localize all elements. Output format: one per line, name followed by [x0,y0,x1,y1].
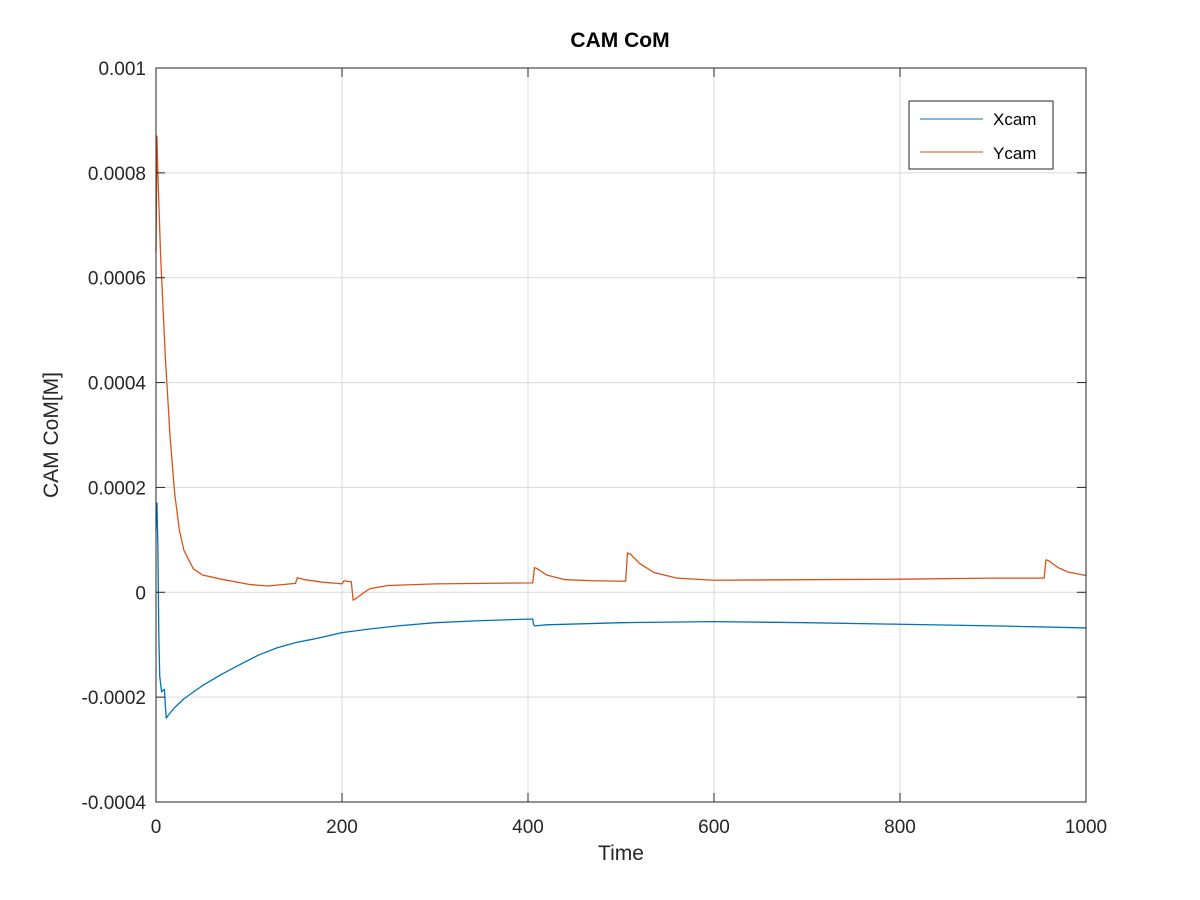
y-tick-label: 0.0002 [88,478,146,499]
ticks [155,67,1087,803]
plot-area: 0 200 400 600 800 1000 -0.0004 -0.0002 0 0.0002 0.… [82,59,1108,838]
axes-box [155,67,1087,803]
y-tick-label: 0.0006 [88,269,146,290]
legend-box [908,100,1054,170]
legend-label-ycam: Ycam [993,144,1036,163]
y-tick-label: 0.0008 [88,164,146,185]
y-tick-label: 0.0004 [88,374,147,395]
series-line-xcam [155,502,1087,719]
x-tick-label: 800 [884,817,916,838]
x-tick-label: 200 [326,817,358,838]
tick-labels: 0 200 400 600 800 1000 -0.0004 -0.0002 0 0.0002 0.… [82,59,1108,838]
chart-title: CAM CoM [570,29,669,52]
x-tick-label: 600 [698,817,730,838]
y-tick-label: 0.001 [98,59,146,80]
y-tick-label: -0.0002 [82,688,146,709]
legend-label-xcam: Xcam [993,110,1036,129]
axes-background [156,68,1086,802]
series-line-ycam [155,135,1087,601]
x-tick-label: 0 [151,817,162,838]
x-tick-label: 400 [512,817,544,838]
y-axis-label: CAM CoM[M] [40,372,63,498]
x-tick-label: 1000 [1065,817,1107,838]
x-axis-label: Time [598,842,644,865]
y-tick-label: -0.0004 [82,793,147,814]
y-tick-label: 0 [135,583,146,604]
legend: Xcam Ycam [908,100,1054,170]
series-lines [155,135,1087,719]
